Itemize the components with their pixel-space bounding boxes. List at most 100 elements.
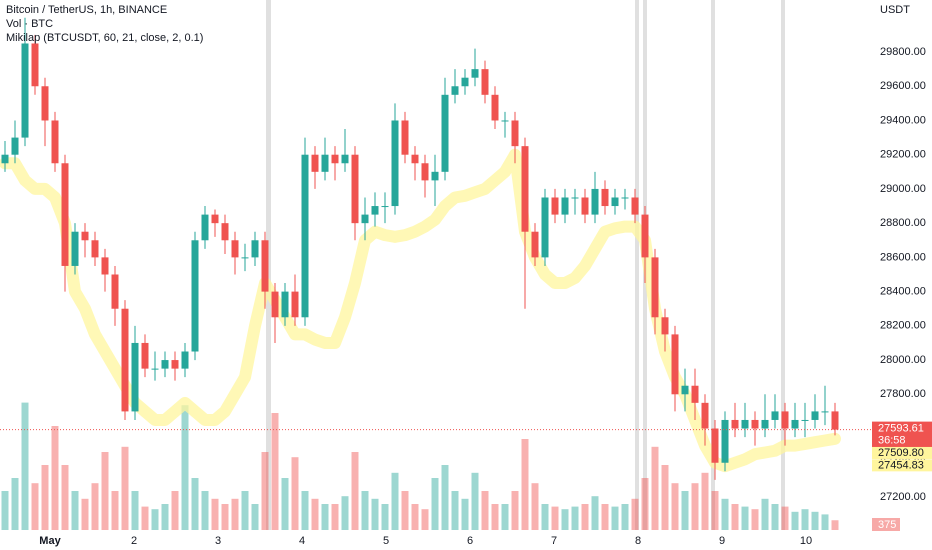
- indicator-title: Mikilap (BTCUSDT, 60, 21, close, 2, 0.1): [6, 32, 203, 44]
- candle-body: [411, 154, 419, 164]
- candle-body: [331, 154, 339, 164]
- volume-bar: [671, 483, 679, 530]
- volume-bar: [371, 498, 379, 530]
- y-tick-label: 27200.00: [880, 491, 926, 503]
- y-tick-label: 28400.00: [880, 286, 926, 298]
- x-tick-label: 9: [719, 535, 725, 547]
- candle-body: [241, 257, 249, 259]
- volume-bar: [201, 491, 209, 530]
- x-tick-label: 3: [215, 535, 221, 547]
- y-tick-label: 28200.00: [880, 320, 926, 332]
- volume-bar: [1, 491, 9, 530]
- candle-body: [101, 257, 109, 275]
- candle-body: [521, 146, 529, 232]
- candle-body: [91, 240, 99, 258]
- candle-body: [781, 411, 789, 429]
- volume-bar: [361, 491, 369, 530]
- volume-bar: [231, 498, 239, 530]
- volume-bar: [391, 472, 399, 530]
- volume-bar: [171, 491, 179, 530]
- indicator-band: [0, 148, 841, 473]
- candle-body: [1, 154, 9, 164]
- volume-bar: [131, 491, 139, 530]
- candle-body: [151, 368, 159, 370]
- band-value-label: 27509.80: [878, 447, 924, 459]
- volume-bar: [301, 491, 309, 530]
- x-tick-label: 2: [131, 535, 137, 547]
- candle-body: [711, 428, 719, 463]
- last-price-box: [872, 421, 932, 448]
- volume-bar: [491, 504, 499, 530]
- y-tick-label: 28000.00: [880, 354, 926, 366]
- y-tick-label: 29800.00: [880, 46, 926, 58]
- volume-bar: [781, 506, 789, 530]
- volume-bar: [101, 452, 109, 530]
- candle-body: [801, 419, 809, 421]
- volume-bar: [711, 491, 719, 530]
- candle-body: [211, 214, 219, 224]
- x-tick-label: 6: [467, 535, 473, 547]
- candle-body: [351, 154, 359, 224]
- volume-bar: [791, 511, 799, 530]
- volume-value-label: 375: [878, 519, 896, 531]
- candle-body: [321, 154, 329, 172]
- candle-body: [651, 257, 659, 318]
- candle-body: [671, 334, 679, 395]
- candle-body: [21, 43, 29, 138]
- volume-bar: [251, 504, 259, 530]
- candle-body: [441, 94, 449, 172]
- y-tick-label: 29400.00: [880, 114, 926, 126]
- candle-body: [11, 137, 19, 155]
- volume-bar: [161, 504, 169, 530]
- candle-body: [461, 77, 469, 87]
- volume-bar: [651, 446, 659, 530]
- candle-body: [341, 154, 349, 164]
- y-tick-label: 28600.00: [880, 251, 926, 263]
- volume-bar: [751, 509, 759, 530]
- volume-bar: [521, 439, 529, 530]
- candle-body: [741, 419, 749, 429]
- candle-body: [551, 197, 559, 215]
- volume-bar: [151, 509, 159, 530]
- candle-body: [821, 411, 829, 413]
- volume-bar: [511, 491, 519, 530]
- candle-body: [111, 274, 119, 309]
- volume-bar: [771, 504, 779, 530]
- axis-unit: USDT: [880, 4, 910, 16]
- volume-bar: [541, 504, 549, 530]
- candle-body: [121, 308, 129, 412]
- candle-body: [761, 419, 769, 429]
- volume-bar: [41, 465, 49, 530]
- volume-bar: [531, 483, 539, 530]
- candle-body: [591, 188, 599, 215]
- candle-body: [381, 206, 389, 208]
- volume-bar: [21, 402, 29, 530]
- volume-bar: [611, 506, 619, 530]
- y-tick-label: 27800.00: [880, 388, 926, 400]
- volume-bar: [691, 483, 699, 530]
- candle-body: [641, 214, 649, 258]
- candle-body: [61, 163, 69, 266]
- y-tick-label: 29600.00: [880, 80, 926, 92]
- volume-bar: [381, 504, 389, 530]
- session-marker: [781, 0, 785, 530]
- candle-body: [771, 411, 779, 420]
- volume-bar: [571, 506, 579, 530]
- candle-body: [691, 385, 699, 403]
- y-tick-label: 29000.00: [880, 183, 926, 195]
- x-tick-label: 10: [800, 535, 812, 547]
- volume-bar: [581, 504, 589, 530]
- volume-bar: [191, 478, 199, 530]
- candle-body: [311, 154, 319, 172]
- volume-bar: [51, 426, 59, 530]
- volume-bar: [11, 478, 19, 530]
- band-layer: [0, 148, 841, 473]
- candle-body: [611, 197, 619, 207]
- candle-body: [511, 120, 519, 147]
- volume-bar: [81, 498, 89, 530]
- volume-bar: [801, 509, 809, 530]
- volume-bar: [501, 504, 509, 530]
- candle-body: [361, 214, 369, 224]
- candle-body: [71, 231, 79, 266]
